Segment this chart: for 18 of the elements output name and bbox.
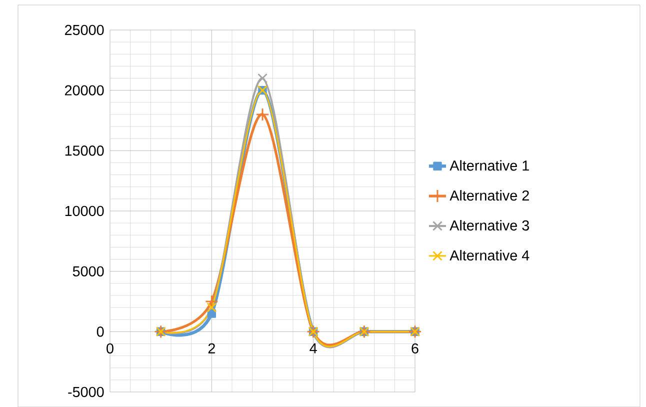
point (256, 108, 270, 122)
x-tick-label: 4 (310, 343, 317, 354)
y-tick-label: 5000 (72, 266, 104, 276)
y-tick-label: 15000 (65, 146, 104, 156)
legend-label: Alternative 3 (450, 220, 529, 231)
x-tick-label: 6 (412, 343, 418, 354)
y-tick-label: 10000 (65, 206, 104, 216)
x-tick-label: 0 (106, 343, 114, 354)
y-tick-label: -5000 (68, 386, 104, 398)
y-tick-label: 25000 (65, 24, 104, 36)
y-tick-label: 0 (96, 326, 104, 337)
legend-label: Alternative 1 (450, 160, 529, 171)
legend-label: Alternative 4 (450, 250, 530, 260)
point (204, 294, 218, 308)
x-tick-label: 2 (208, 343, 215, 354)
point (258, 73, 268, 84)
legend-label: Alternative 2 (450, 190, 529, 201)
y-tick-label: 20000 (65, 85, 104, 96)
